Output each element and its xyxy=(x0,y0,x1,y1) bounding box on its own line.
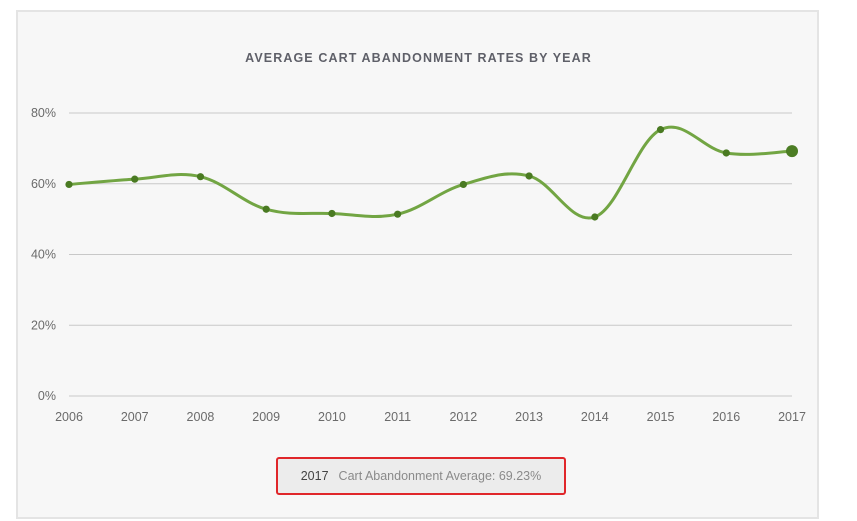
x-tick-label: 2011 xyxy=(384,410,411,424)
data-point[interactable] xyxy=(722,149,730,157)
data-point[interactable] xyxy=(394,210,402,218)
x-axis-ticks: 2006 2007 2008 2009 2010 2011 2012 2013 2014 2015… xyxy=(55,410,806,424)
data-point-highlighted[interactable] xyxy=(786,145,798,158)
data-point[interactable] xyxy=(656,126,665,134)
tooltip-year: 2017 xyxy=(300,469,329,483)
chart-card xyxy=(16,10,819,519)
x-tick-label: 2008 xyxy=(187,410,215,424)
y-tick-label: 80% xyxy=(31,106,56,120)
data-point[interactable] xyxy=(459,180,467,189)
x-tick-label: 2017 xyxy=(778,410,806,424)
highlight-tooltip: 2017 Cart Abandonment Average: 69.23% xyxy=(276,457,566,495)
data-point[interactable] xyxy=(328,209,336,218)
x-tick-label: 2015 xyxy=(647,410,675,424)
data-point[interactable] xyxy=(131,175,139,183)
chart-title: AVERAGE CART ABANDONMENT RATES BY YEAR xyxy=(245,51,592,65)
x-tick-label: 2007 xyxy=(121,410,149,424)
x-tick-label: 2006 xyxy=(55,410,83,424)
x-tick-label: 2013 xyxy=(515,410,543,424)
data-point[interactable] xyxy=(525,172,533,180)
x-tick-label: 2012 xyxy=(449,410,477,424)
y-tick-label: 20% xyxy=(31,318,56,332)
gridlines xyxy=(69,112,792,397)
y-tick-label: 40% xyxy=(31,248,56,262)
data-points xyxy=(65,126,798,221)
data-point[interactable] xyxy=(591,213,599,221)
x-tick-label: 2014 xyxy=(581,410,609,424)
x-tick-label: 2016 xyxy=(712,410,740,424)
y-tick-label: 60% xyxy=(31,177,56,191)
y-tick-label: 0% xyxy=(38,389,56,403)
data-point[interactable] xyxy=(65,180,73,189)
tooltip-label: Cart Abandonment Average: 69.23% xyxy=(338,469,542,483)
x-tick-label: 2009 xyxy=(252,410,280,424)
data-point[interactable] xyxy=(196,173,205,181)
y-axis-ticks: 0% 20% 40% 60% 80% xyxy=(31,106,56,403)
x-tick-label: 2010 xyxy=(318,410,346,424)
series-line xyxy=(68,125,793,220)
data-point[interactable] xyxy=(262,205,270,213)
